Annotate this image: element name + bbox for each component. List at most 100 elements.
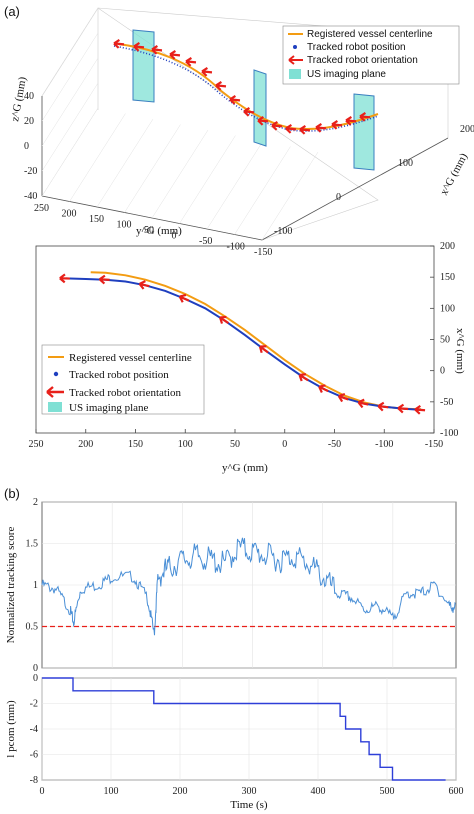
orientation-arrow-3d [229,94,241,105]
tick-3d-x: -100 [274,226,292,237]
orientation-arrow-3d [315,122,327,133]
tick-score-y: 0 [33,663,38,674]
orientation-arrow-3d [271,120,283,131]
tick-top-x: 250 [29,439,44,450]
grid-3d-y [151,129,209,219]
ipcom-series [42,677,446,781]
tick-ipcom-y: -6 [30,750,38,761]
panel-a-label: (a) [4,4,20,19]
tick-3d-x: 0 [336,192,341,203]
score-y-label: Normalized tracking score [5,527,17,644]
tick-top-x: -100 [375,439,393,450]
3d-legend-centerline: Registered vessel centerline [307,29,433,40]
3d-orientation-arrows [113,38,371,135]
chart-tracking-score: 0 0.5 1 1.5 2 Normalized tracking score [5,497,457,674]
top-legend-robot-swatch [53,371,59,377]
top-y-label: x^G (mm) [454,328,466,374]
tick-top-y: 100 [440,303,455,314]
grid-3d-y [261,151,319,241]
tick-top-y: 200 [440,241,455,252]
orientation-arrow-top [98,274,110,285]
tick-ipcom-x: 300 [242,786,257,797]
top-legend-orientation-swatch [46,386,64,398]
3d-grid [41,7,319,241]
orientation-arrow-top [219,315,229,324]
top-ticks: 250 200 150 100 50 0 -50 -100 -150200150100500-5… [29,241,459,450]
orientation-arrow-top [318,384,329,393]
orientation-arrow-3d [151,44,163,55]
ipcom-y-label: l pcom (mm) [5,700,17,758]
tick-3d-z: 20 [24,116,34,127]
tick-3d-y: 250 [34,203,49,214]
ipcom-x-label: Time (s) [230,799,268,811]
tick-ipcom-x: 200 [173,786,188,797]
top-orientation-arrows [59,273,426,415]
tick-top-x: -150 [425,439,443,450]
tick-ipcom-x: 100 [104,786,119,797]
3d-robot-position [113,45,379,132]
orientation-arrow-3d [113,38,125,49]
tick-top-x: -50 [328,439,341,450]
orientation-arrow-top [414,404,426,415]
grid-3d-y [124,124,181,213]
tick-score-y: 2 [33,497,38,508]
orientation-arrow-3d [133,41,145,52]
panel-b-label: (b) [4,486,20,501]
tick-3d-y: 0 [172,231,177,242]
tick-ipcom-x: 600 [449,786,464,797]
tick-ipcom-y: -2 [30,699,38,710]
tick-top-y: 0 [440,366,445,377]
tick-3d-z: -20 [24,166,37,177]
orientation-arrow-top [357,398,369,409]
tick-score-y: 1 [33,580,38,591]
tick-3d-y: -100 [227,242,245,253]
tick-top-x: 100 [178,439,193,450]
tick-3d-z: 40 [24,91,34,102]
tick-3d-x: 100 [398,158,413,169]
orientation-arrow-top [397,403,409,414]
3d-x-axis-line [261,137,449,241]
grid-3d-y [234,146,291,235]
3d-x-label: x^G (mm) [438,151,470,197]
tick-3d-y: 150 [89,214,104,225]
tick-score-y: 1.5 [26,539,39,550]
3d-legend-robot: Tracked robot position [307,42,406,53]
grid-3d-z [41,57,99,147]
tick-3d-x: 200 [460,124,474,135]
grid-3d-y [41,107,99,197]
tick-top-x: 0 [282,439,287,450]
orientation-arrow-3d [201,66,213,77]
orientation-arrow-3d [299,124,311,135]
tick-3d-y: -50 [199,236,212,247]
top-legend-centerline: Registered vessel centerline [69,352,192,364]
score-grid: 0 0.5 1 1.5 2 [26,497,456,674]
us-plane-2 [253,69,267,147]
tick-score-y: 0.5 [26,622,39,633]
grid-3d-y [69,113,126,202]
orientation-arrow-top [377,401,389,412]
tick-ipcom-y: -4 [30,724,38,735]
orientation-arrow-top [298,373,309,382]
orientation-arrow-3d [257,115,269,126]
tick-3d-y: -150 [254,247,272,258]
tick-top-x: 200 [78,439,93,450]
tick-3d-z: 0 [24,141,29,152]
top-x-label: y^G (mm) [222,462,268,474]
orientation-arrow-top [337,392,349,403]
top-legend: Registered vessel centerline Tracked rob… [41,344,205,415]
3d-y-label: y^G (mm) [136,225,182,237]
grid-3d-z [41,82,99,172]
top-legend-orientation: Tracked robot orientation [69,387,182,399]
tick-ipcom-x: 400 [311,786,326,797]
chart-ipcom: 0-2-4-6-80 100 200 300 400 500 600 l pcom (mm)… [5,673,464,811]
orientation-arrow-3d [359,111,371,122]
top-legend-robot: Tracked robot position [69,369,169,381]
top-legend-box [41,344,205,415]
tick-3d-y: 50 [144,225,154,236]
tick-ipcom-x: 0 [40,786,45,797]
grid-3d-y [96,118,154,208]
us-plane-1 [132,29,155,103]
